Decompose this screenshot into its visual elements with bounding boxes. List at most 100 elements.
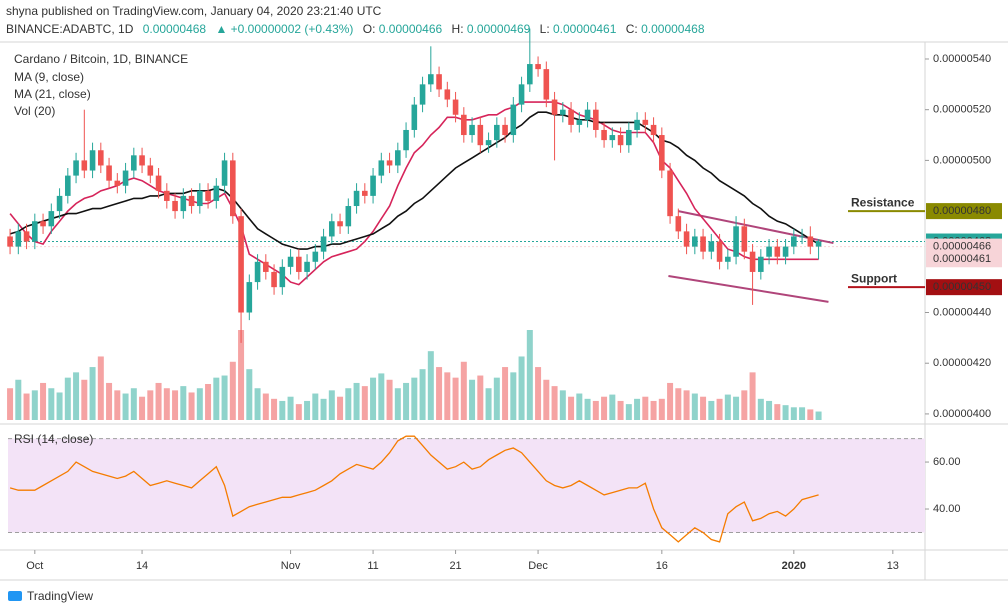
- candle-body: [139, 155, 145, 166]
- volume-bar: [163, 388, 170, 420]
- candle-body: [122, 170, 129, 186]
- volume-bar: [279, 400, 286, 420]
- candle-body: [23, 231, 30, 242]
- candle-body: [535, 64, 541, 70]
- volume-bar: [221, 375, 228, 420]
- x-tick-label: 14: [136, 560, 148, 572]
- volume-bar: [229, 361, 236, 420]
- volume-bar: [48, 388, 55, 420]
- candle-body: [254, 261, 261, 283]
- rsi-line: [9, 435, 819, 543]
- candle-body: [807, 236, 814, 247]
- candle-body: [576, 119, 583, 125]
- y-tick-label: 0.00000400: [933, 408, 991, 420]
- x-tick-label: 11: [367, 560, 378, 572]
- volume-bar: [180, 386, 187, 420]
- candle-body: [329, 221, 335, 237]
- volume-bar: [601, 396, 608, 420]
- candle-body: [700, 236, 706, 252]
- candle-body: [147, 165, 154, 176]
- volume-bar: [683, 390, 690, 420]
- volume-bar: [436, 367, 443, 420]
- volume-bar: [304, 400, 311, 420]
- volume-bar: [609, 394, 616, 420]
- ohlc-value: 0.00000461: [553, 22, 617, 36]
- legend-entry: MA (9, close): [14, 70, 84, 84]
- volume-bar: [592, 400, 599, 420]
- candle-body: [782, 246, 789, 257]
- candle-body: [609, 135, 616, 141]
- volume-bar: [815, 411, 822, 420]
- candle-body: [716, 241, 723, 262]
- x-tick-label: Nov: [281, 560, 301, 572]
- candle-body: [81, 160, 88, 171]
- candle-body: [749, 251, 756, 272]
- volume-bar: [477, 375, 484, 420]
- candle-body: [172, 200, 178, 212]
- volume-bar: [89, 367, 96, 420]
- ohlc-label: L:: [540, 22, 550, 36]
- volume-bar: [213, 377, 220, 420]
- brand: TradingView: [27, 589, 93, 603]
- candle-body: [230, 160, 236, 217]
- candle-body: [560, 109, 566, 115]
- volume-bar: [642, 396, 649, 420]
- volume-bar: [394, 388, 401, 420]
- y-tick-label: 0.00000500: [933, 154, 991, 166]
- volume-bar: [73, 372, 80, 420]
- symbol: BINANCE:ADABTC, 1D: [6, 22, 134, 36]
- ohlc-label: H:: [452, 22, 464, 36]
- volume-bar: [411, 377, 418, 420]
- candle-body: [766, 246, 772, 257]
- volume-bar: [700, 396, 707, 420]
- candle-body: [56, 195, 63, 212]
- candle-body: [395, 150, 401, 166]
- volume-bar: [741, 390, 748, 420]
- legend-entry: Vol (20): [14, 104, 55, 118]
- annotation-text: Resistance: [851, 195, 915, 209]
- candle-body: [180, 195, 187, 212]
- volume-bar: [568, 396, 575, 420]
- volume-bar: [122, 393, 129, 420]
- candle-body: [436, 74, 442, 90]
- candle-body: [238, 216, 244, 313]
- y-tick-label: 0.00000440: [933, 306, 991, 318]
- volume-bar: [262, 393, 269, 420]
- volume-bar: [328, 390, 335, 420]
- candle-body: [642, 119, 649, 125]
- candle-body: [98, 150, 104, 166]
- candle-body: [155, 175, 162, 191]
- volume-bar: [97, 356, 104, 420]
- volume-bar: [716, 398, 723, 420]
- volume-bar: [675, 388, 682, 420]
- volume-bar: [452, 377, 459, 420]
- candle-body: [659, 135, 665, 171]
- candle-body: [634, 119, 640, 130]
- candle-body: [650, 124, 657, 136]
- volume-bar: [353, 382, 360, 420]
- candle-body: [551, 99, 558, 115]
- candle-body: [213, 185, 220, 201]
- candle-body: [725, 256, 731, 262]
- candle-body: [287, 256, 294, 267]
- candle-body: [444, 89, 451, 100]
- volume-bar: [485, 388, 492, 420]
- quote-line: BINANCE:ADABTC, 1D 0.00000468 ▲ +0.00000…: [6, 22, 705, 36]
- candle-body: [48, 211, 55, 227]
- volume-bar: [196, 388, 203, 420]
- candle-body: [543, 69, 550, 100]
- volume-bar: [403, 382, 410, 420]
- volume-bar: [584, 398, 591, 420]
- volume-bar: [617, 400, 624, 420]
- logo-icon: [8, 591, 22, 601]
- candle-body: [279, 266, 286, 288]
- y-tick-label: 0.00000520: [933, 104, 991, 116]
- volume-bar: [543, 379, 550, 420]
- volume-bar: [40, 382, 47, 420]
- volume-bar: [271, 398, 278, 420]
- volume-bar: [807, 409, 814, 420]
- volume-bar: [312, 393, 319, 420]
- price-label: 0.00000466: [933, 240, 991, 252]
